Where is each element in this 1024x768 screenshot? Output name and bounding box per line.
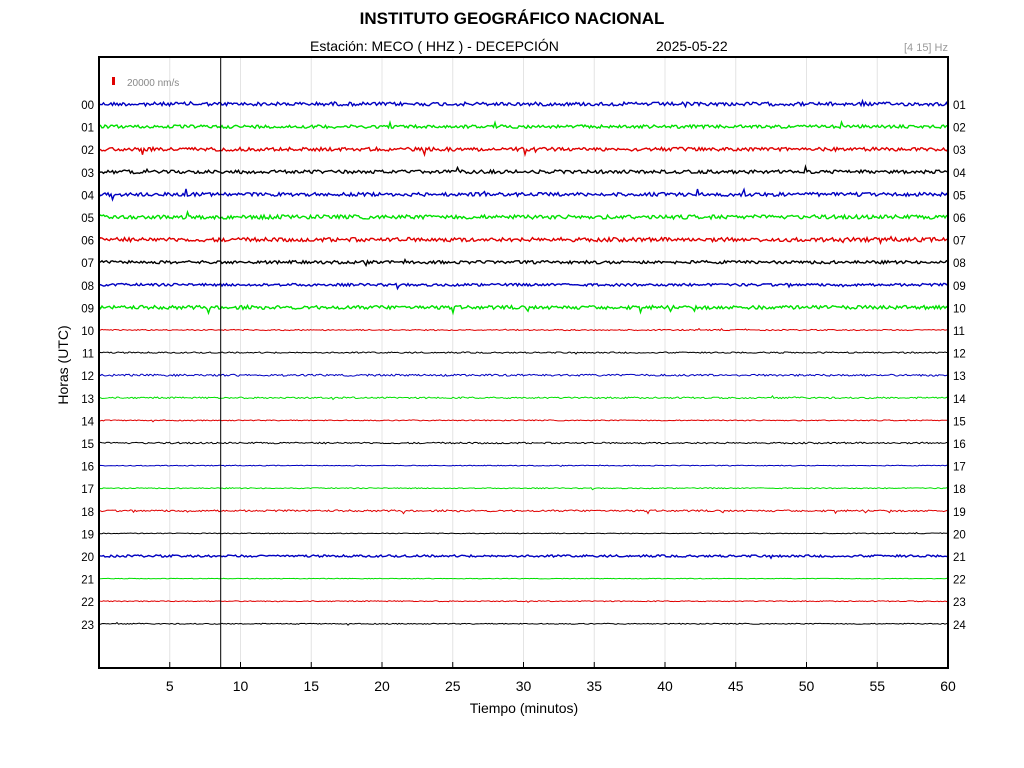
- trace-hour-18: [98, 509, 949, 515]
- trace-hour-21: [98, 577, 949, 580]
- trace-hour-06: [98, 235, 949, 246]
- hour-label-left: 20: [81, 552, 94, 564]
- trace-hour-13: [98, 394, 949, 401]
- hour-label-right: 09: [953, 281, 966, 293]
- hour-label-right: 05: [953, 190, 966, 202]
- hour-label-left: 03: [81, 168, 94, 180]
- trace-hour-19: [98, 531, 949, 535]
- hour-label-right: 15: [953, 416, 966, 428]
- hour-label-left: 10: [81, 326, 94, 338]
- x-tick-label: 40: [657, 678, 673, 694]
- hour-label-left: 05: [81, 213, 94, 225]
- trace-hour-20: [98, 553, 949, 560]
- x-tick-label: 10: [233, 678, 249, 694]
- hour-label-right: 20: [953, 529, 966, 541]
- hour-label-right: 01: [953, 100, 966, 112]
- hour-label-right: 24: [953, 620, 966, 632]
- x-ticks: 5 10 15 20 25 30 35 40 45 50 55 60: [166, 662, 956, 694]
- trace-hour-17: [98, 487, 949, 491]
- hour-label-right: 18: [953, 484, 966, 496]
- hour-label-left: 21: [81, 575, 94, 587]
- scale-label: 20000 nm/s: [127, 78, 179, 89]
- hour-label-left: 01: [81, 123, 94, 135]
- hour-label-right: 22: [953, 575, 966, 587]
- x-tick-label: 25: [445, 678, 461, 694]
- hour-labels-left: 00 01 02 03 04 05 06 07 08 09 10 11 12 13 14 15 16 17 18 19…: [81, 100, 94, 632]
- hour-label-left: 23: [81, 620, 94, 632]
- trace-hour-11: [98, 351, 949, 355]
- hour-label-right: 23: [953, 597, 966, 609]
- trace-hour-03: [98, 164, 949, 175]
- trace-hour-01: [98, 119, 949, 130]
- hour-label-left: 07: [81, 258, 94, 270]
- hour-label-left: 16: [81, 462, 94, 474]
- station-label: Estación: MECO ( HHZ ) - DECEPCIÓN: [310, 38, 559, 54]
- trace-hour-15: [98, 441, 948, 445]
- trace-hour-04: [98, 187, 949, 202]
- x-tick-label: 45: [728, 678, 744, 694]
- hour-label-left: 14: [81, 416, 94, 428]
- x-tick-label: 30: [516, 678, 532, 694]
- hour-label-right: 16: [953, 439, 966, 451]
- trace-hour-00: [98, 98, 949, 109]
- hour-label-right: 12: [953, 349, 966, 361]
- x-tick-label: 55: [869, 678, 885, 694]
- hour-label-left: 15: [81, 439, 94, 451]
- hour-label-left: 22: [81, 597, 94, 609]
- trace-hour-09: [98, 303, 949, 316]
- date-label: 2025-05-22: [656, 38, 728, 54]
- hour-label-right: 14: [953, 394, 966, 406]
- hour-label-left: 09: [81, 303, 94, 315]
- hour-label-left: 17: [81, 484, 94, 496]
- grid-lines: [169, 57, 878, 668]
- scale-bar-icon: [112, 77, 115, 85]
- x-axis-label: Tiempo (minutos): [469, 700, 579, 716]
- hour-label-left: 08: [81, 281, 94, 293]
- hour-label-right: 11: [953, 326, 965, 338]
- x-tick-label: 35: [586, 678, 602, 694]
- hour-label-right: 07: [953, 236, 966, 248]
- trace-hour-14: [98, 419, 949, 423]
- x-tick-label: 15: [303, 678, 319, 694]
- hour-label-right: 13: [953, 371, 966, 383]
- trace-hour-22: [98, 600, 949, 603]
- seismic-traces: [98, 98, 949, 626]
- x-tick-label: 5: [166, 678, 174, 694]
- hour-label-left: 19: [81, 529, 94, 541]
- trace-hour-16: [98, 464, 949, 468]
- hour-label-left: 02: [81, 145, 94, 157]
- trace-hour-23: [98, 621, 949, 626]
- x-tick-label: 20: [374, 678, 390, 694]
- x-tick-label: 50: [799, 678, 815, 694]
- hour-label-left: 00: [81, 100, 94, 112]
- filter-band-label: [4 15] Hz: [903, 42, 948, 54]
- hour-label-right: 02: [953, 123, 966, 135]
- trace-hour-12: [98, 373, 949, 377]
- hour-labels-right: 01 02 03 04 05 06 07 08 09 10 11 12 13 14 15 16 17 18 19 20…: [953, 100, 966, 632]
- trace-hour-08: [98, 282, 949, 291]
- hour-label-right: 17: [953, 462, 966, 474]
- x-tick-label: 60: [940, 678, 956, 694]
- hour-label-right: 08: [953, 258, 966, 270]
- hour-label-right: 03: [953, 145, 966, 157]
- hour-label-left: 06: [81, 236, 94, 248]
- hour-label-left: 11: [82, 349, 94, 361]
- hour-label-left: 18: [81, 507, 94, 519]
- hour-label-right: 04: [953, 168, 966, 180]
- hour-label-right: 21: [953, 552, 966, 564]
- trace-hour-10: [98, 327, 949, 332]
- hour-label-left: 13: [81, 394, 94, 406]
- hour-label-right: 19: [953, 507, 966, 519]
- hour-label-left: 04: [81, 190, 94, 202]
- hour-label-right: 10: [953, 303, 966, 315]
- trace-hour-05: [98, 209, 949, 221]
- page-title: INSTITUTO GEOGRÁFICO NACIONAL: [359, 9, 665, 28]
- trace-hour-07: [98, 258, 949, 268]
- hour-label-right: 06: [953, 213, 966, 225]
- hour-label-left: 12: [81, 371, 94, 383]
- trace-hour-02: [98, 145, 949, 158]
